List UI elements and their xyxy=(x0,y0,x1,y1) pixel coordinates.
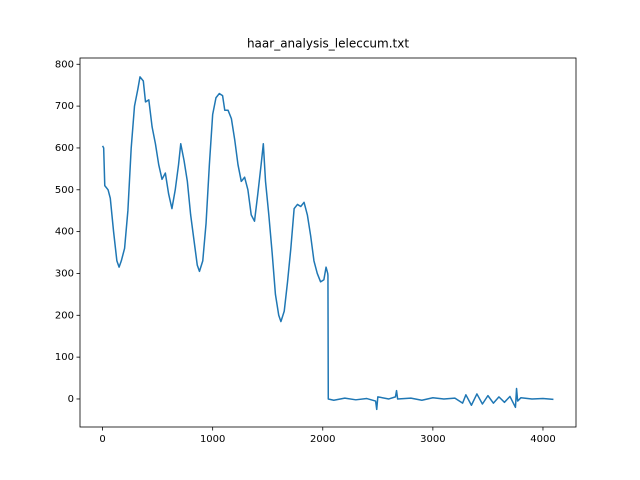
x-tick-label: 0 xyxy=(99,434,105,445)
x-tick-label: 3000 xyxy=(420,434,445,445)
y-tick-label: 700 xyxy=(55,101,74,112)
y-tick-label: 500 xyxy=(55,185,74,196)
y-tick-label: 800 xyxy=(55,59,74,70)
axes-frame xyxy=(79,57,577,428)
y-tick-label: 200 xyxy=(55,310,74,321)
chart-title: haar_analysis_leleccum.txt xyxy=(247,37,409,51)
y-tick-label: 600 xyxy=(55,143,74,154)
y-tick-label: 300 xyxy=(55,268,74,279)
y-tick-label: 400 xyxy=(55,227,74,238)
x-tick-label: 1000 xyxy=(200,434,225,445)
y-tick-label: 0 xyxy=(68,394,74,405)
y-tick-label: 100 xyxy=(55,352,74,363)
x-tick-label: 2000 xyxy=(310,434,335,445)
x-tick-label: 4000 xyxy=(530,434,555,445)
data-line xyxy=(101,76,554,411)
